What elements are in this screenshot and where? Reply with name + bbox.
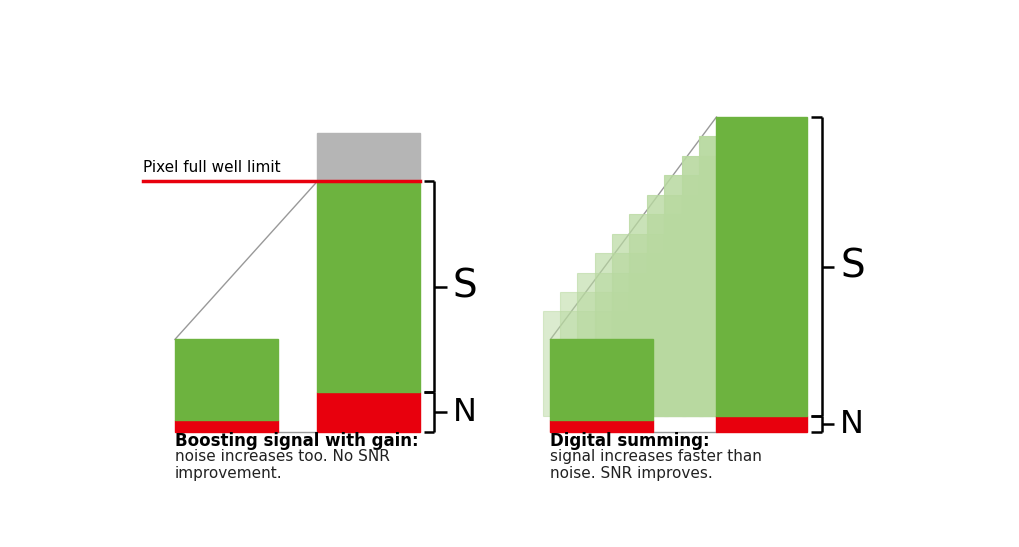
Bar	[681, 156, 771, 416]
Text: Pixel full well limit: Pixel full well limit	[143, 160, 280, 175]
Bar	[698, 136, 789, 416]
Bar	[663, 176, 754, 416]
Bar	[594, 253, 685, 416]
Bar	[542, 311, 633, 416]
Bar	[611, 234, 702, 416]
Bar	[715, 117, 807, 416]
Bar	[550, 420, 652, 432]
Bar	[550, 339, 652, 420]
Text: Digital summing:: Digital summing:	[550, 432, 709, 450]
Text: S: S	[840, 248, 864, 286]
Bar	[317, 392, 420, 432]
Text: N: N	[840, 409, 863, 440]
Bar	[317, 133, 420, 182]
Text: N: N	[452, 397, 476, 428]
Bar	[577, 272, 667, 416]
Bar	[175, 420, 277, 432]
Bar	[175, 339, 277, 420]
Text: signal increases faster than
noise. SNR improves.: signal increases faster than noise. SNR …	[550, 449, 761, 481]
Bar	[715, 416, 807, 432]
Text: S: S	[452, 268, 477, 306]
Text: noise increases too. No SNR
improvement.: noise increases too. No SNR improvement.	[175, 449, 389, 481]
Bar	[559, 292, 650, 416]
Text: Boosting signal with gain:: Boosting signal with gain:	[175, 432, 418, 450]
Bar	[646, 195, 737, 416]
Bar	[629, 214, 719, 416]
Bar	[317, 182, 420, 392]
